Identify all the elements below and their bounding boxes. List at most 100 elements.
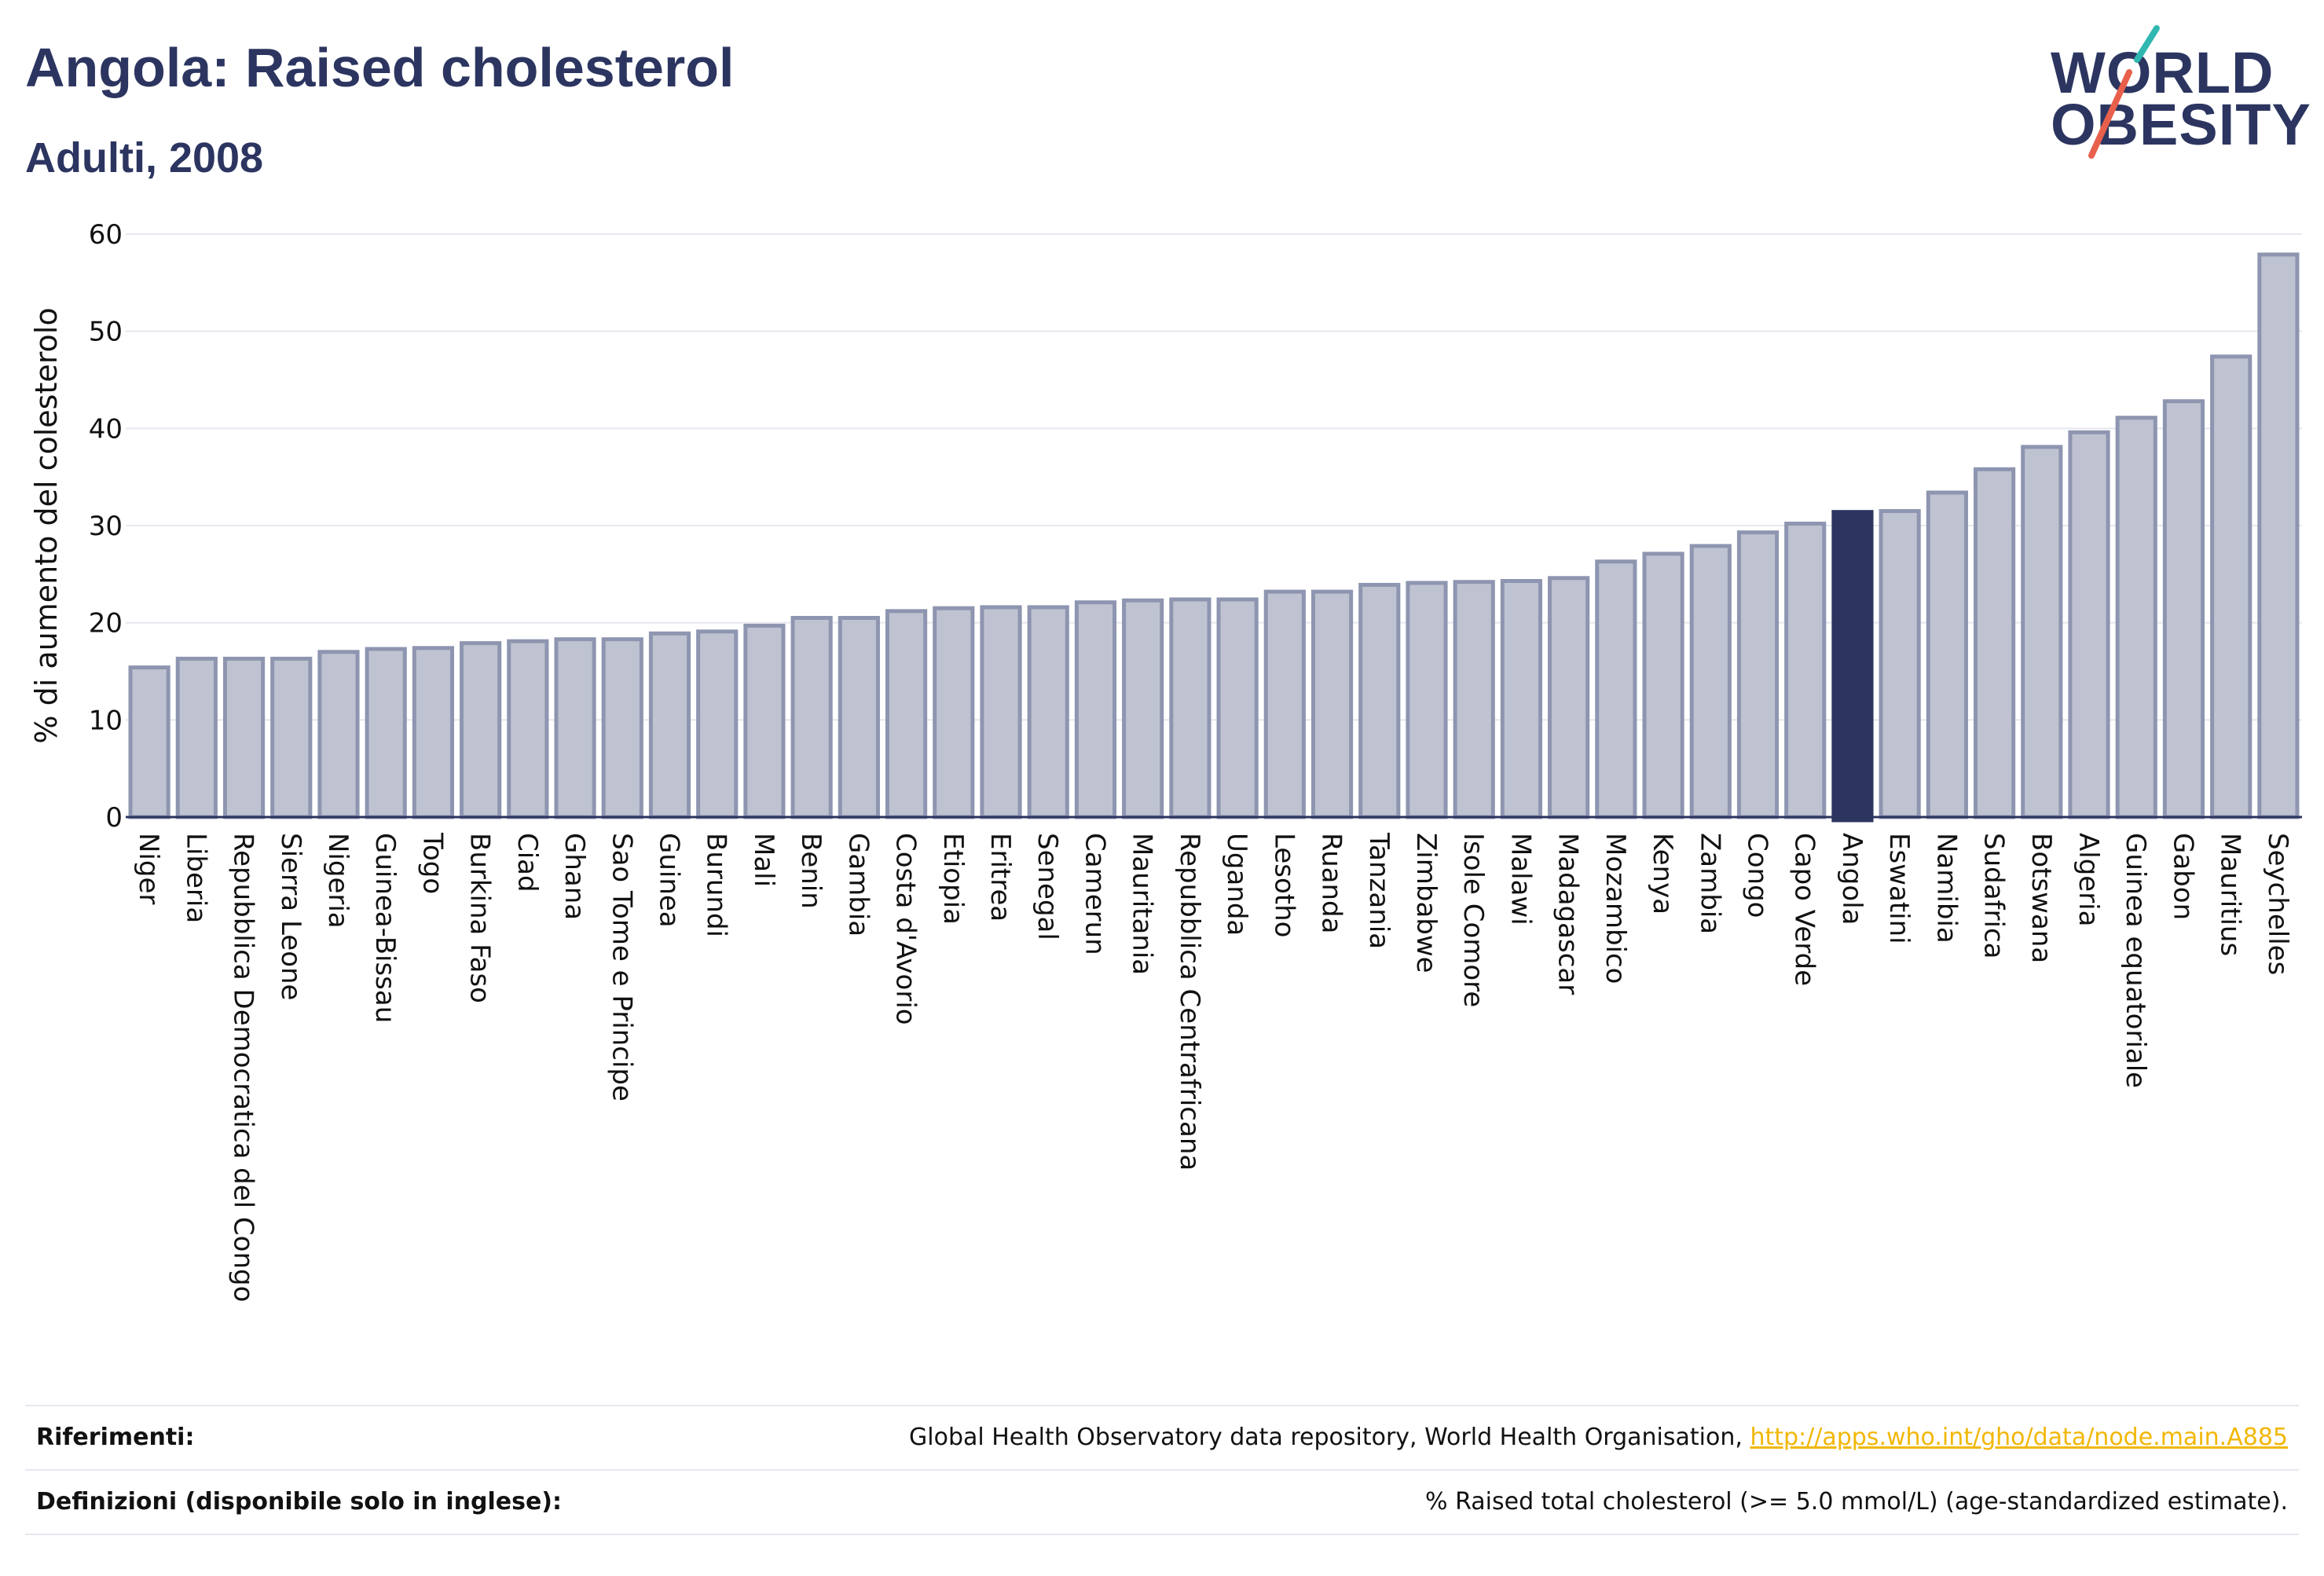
bar <box>790 615 833 819</box>
references-link[interactable]: http://apps.who.int/gho/data/node.main.A… <box>1750 1424 2288 1451</box>
bar <box>838 615 880 819</box>
x-tick-label: Ghana <box>559 833 590 920</box>
x-tick-label: Angola <box>1836 833 1868 925</box>
x-tick-label: Nigeria <box>322 833 354 929</box>
x-tick-label: Ciad <box>511 833 543 892</box>
x-tick-label: Burundi <box>701 833 732 937</box>
definitions-label: Definizioni (disponibile solo in inglese… <box>36 1488 562 1516</box>
x-tick-label: Kenya <box>1647 833 1678 914</box>
bar <box>1784 522 1827 819</box>
definitions-value: % Raised total cholesterol (>= 5.0 mmol/… <box>1425 1488 2288 1516</box>
x-tick-label: Algeria <box>2073 833 2104 926</box>
y-tick-label: 0 <box>105 802 123 834</box>
bar <box>980 605 1022 819</box>
bar <box>1642 552 1684 819</box>
bar <box>365 647 407 819</box>
y-tick-label: 30 <box>89 511 123 542</box>
x-tick-label: Mozambico <box>1600 833 1631 984</box>
logo-line-1: WORLD <box>2051 40 2275 105</box>
chart-title: Angola: Raised cholesterol <box>25 37 735 98</box>
x-tick-label: Botswana <box>2025 833 2057 963</box>
x-tick-label: Zambia <box>1694 833 1725 934</box>
bar <box>1689 544 1732 819</box>
references-row: Riferimenti: Global Health Observatory d… <box>25 1405 2299 1469</box>
bar <box>1358 582 1401 819</box>
bar <box>1831 510 1874 823</box>
bar <box>2210 354 2253 819</box>
definitions-row: Definizioni (disponibile solo in inglese… <box>25 1469 2299 1534</box>
x-tick-label: Ruanda <box>1316 833 1347 933</box>
y-tick-label: 10 <box>89 705 123 736</box>
x-tick-label: Guinea equatoriale <box>2120 833 2151 1088</box>
logo-slash-icon <box>2088 25 2160 159</box>
references-label: Riferimenti: <box>36 1424 195 1451</box>
x-tick-label: Costa d'Avorio <box>890 833 922 1025</box>
x-tick-label: Burkina Faso <box>464 833 496 1003</box>
x-tick-label: Uganda <box>1221 833 1252 936</box>
bar <box>2257 252 2300 819</box>
world-obesity-logo: WORLD OBESITY <box>2051 24 2311 165</box>
bar <box>1500 578 1542 819</box>
bar <box>1263 589 1306 819</box>
bar <box>696 629 739 819</box>
x-tick-label: Senegal <box>1032 833 1063 940</box>
x-tick-label: Sao Tome e Principe <box>606 833 637 1101</box>
x-tick-label: Guinea <box>654 833 685 928</box>
y-tick-label: 60 <box>89 219 123 251</box>
bar <box>1406 581 1448 819</box>
bar <box>1736 530 1780 819</box>
bar <box>885 609 928 819</box>
bar <box>270 656 313 819</box>
x-tick-label: Repubblica Centrafricana <box>1174 833 1205 1171</box>
bar <box>128 665 170 819</box>
x-tick-label: Repubblica Democratica del Congo <box>228 833 259 1302</box>
bar <box>1595 559 1637 819</box>
x-tick-label: Mali <box>748 833 779 887</box>
y-axis-label: % di aumento del colesterolo <box>29 307 64 743</box>
bar-chart: 0 10 20 30 40 50 60 % di aumento del colesterol… <box>29 219 2302 1302</box>
bar <box>2068 430 2110 819</box>
bar <box>1310 589 1354 819</box>
x-tick-label: Madagascar <box>1552 833 1584 995</box>
y-tick-label: 50 <box>89 317 123 348</box>
x-tick-label: Niger <box>133 833 164 904</box>
x-tick-label: Etiopia <box>937 833 969 925</box>
bar <box>412 646 455 819</box>
x-tick-label: Camerun <box>1079 833 1110 955</box>
x-tick-label: Tanzania <box>1363 832 1395 949</box>
bar <box>222 656 266 819</box>
y-tick-label: 20 <box>89 608 123 640</box>
footer-divider <box>25 1534 2299 1535</box>
bar <box>317 650 360 819</box>
bar <box>648 631 691 819</box>
x-tick-label: Capo Verde <box>1789 833 1820 986</box>
bar <box>1169 597 1211 819</box>
references-text: Global Health Observatory data repositor… <box>909 1424 1750 1451</box>
x-tick-label: Sierra Leone <box>275 833 306 1000</box>
x-tick-label: Eswatini <box>1883 833 1915 944</box>
x-tick-label: Seychelles <box>2262 833 2293 975</box>
chart-subtitle: Adulti, 2008 <box>25 134 264 181</box>
y-tick-label: 40 <box>89 413 123 445</box>
bar <box>1879 508 1921 819</box>
x-tick-label: Namibia <box>1930 833 1962 944</box>
bar <box>554 637 596 819</box>
x-tick-label: Eritrea <box>984 833 1016 922</box>
bar <box>1216 597 1259 819</box>
x-tick-label: Benin <box>795 833 827 909</box>
bar <box>601 637 643 819</box>
x-tick-label: Mauritius <box>2215 833 2246 956</box>
x-tick-label: Congo <box>1742 833 1773 918</box>
bar <box>2162 399 2205 819</box>
x-tick-label: Guinea-Bissau <box>369 833 401 1023</box>
bar <box>1122 598 1164 819</box>
bar <box>1548 576 1590 819</box>
x-tick-label: Isole Comore <box>1457 833 1489 1007</box>
bar <box>460 641 502 819</box>
bar <box>175 656 218 819</box>
x-tick-label: Togo <box>416 832 448 894</box>
x-tick-label: Liberia <box>180 833 211 923</box>
x-tick-label: Sudafrica <box>1978 833 2010 958</box>
bar <box>1926 490 1968 819</box>
bar <box>743 623 786 819</box>
